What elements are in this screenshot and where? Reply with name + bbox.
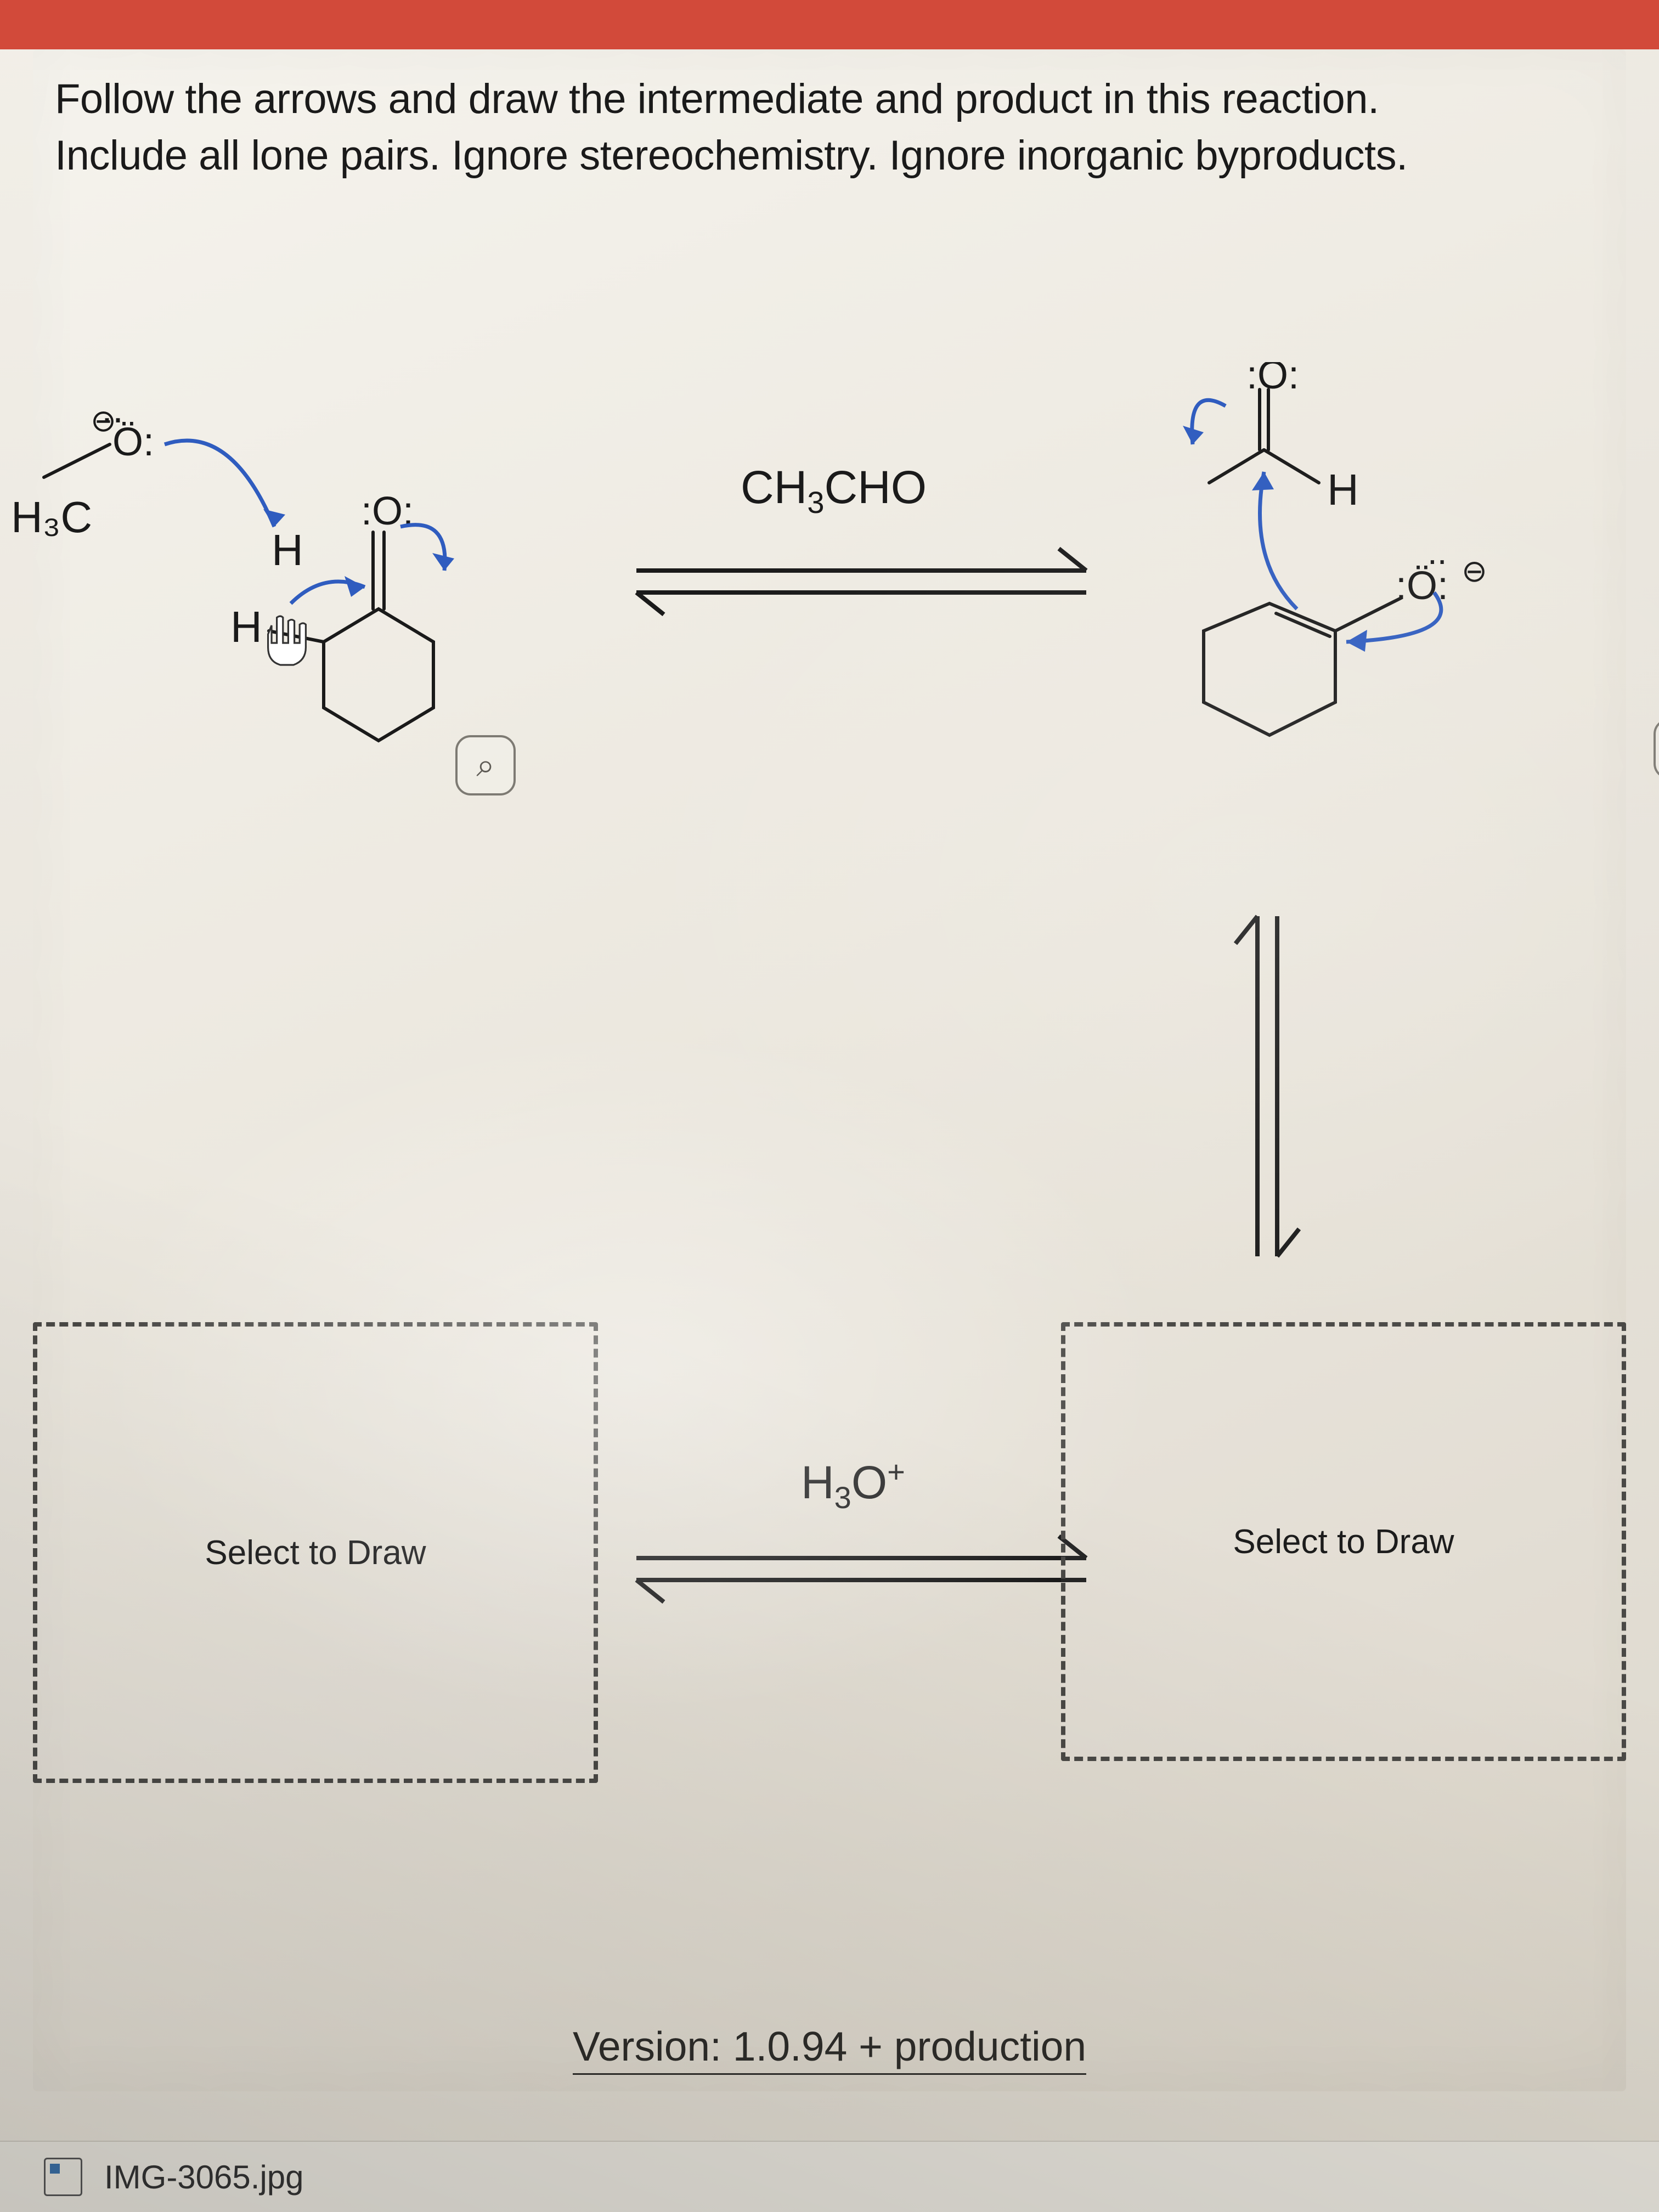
question-text: Follow the arrows and draw the intermedi… — [55, 71, 1604, 184]
cursor-icon — [268, 616, 306, 665]
draw-box-left[interactable]: Select to Draw — [33, 1322, 598, 1783]
draw-box-right-label: Select to Draw — [1233, 1522, 1454, 1561]
question-card: Follow the arrows and draw the intermedi… — [33, 49, 1626, 2091]
enolate-O-dots: .. — [1427, 532, 1447, 572]
browser-topbar — [0, 0, 1659, 49]
equilibrium-arrow-top — [614, 527, 1108, 636]
version-label: Version: 1.0.94 + production — [573, 2023, 1086, 2075]
taskbar-file-label[interactable]: IMG-3065.jpg — [104, 2158, 304, 2196]
zoom-icon[interactable]: ⌕ — [1654, 719, 1659, 779]
methoxide-charge: ⊖ — [91, 403, 116, 438]
alpha-H-bottom: H — [230, 602, 262, 651]
zoom-icon[interactable]: ⌕ — [455, 735, 516, 795]
top-reagent-label: CH3CHO — [741, 461, 927, 520]
aldehyde-H: H — [1327, 465, 1359, 514]
acid-reagent-label: H3O+ — [801, 1454, 905, 1515]
acetaldehyde-O: :O: — [1246, 362, 1299, 397]
page-root: Follow the arrows and draw the intermedi… — [0, 0, 1659, 2212]
scheme-right: :O: :Ö: .. ⊖ H — [1083, 362, 1659, 812]
draw-box-left-label: Select to Draw — [205, 1533, 426, 1572]
enolate-charge: ⊖ — [1462, 554, 1487, 588]
top-row: H₃C Ö: .. ⊖ :O: H H — [66, 390, 1593, 839]
reaction-area: H₃C Ö: .. ⊖ :O: H H — [66, 390, 1593, 1861]
equilibrium-arrow-vertical — [1218, 894, 1317, 1278]
scheme-right-svg: :O: :Ö: .. ⊖ H — [1083, 362, 1659, 812]
methoxide-ch3-label: H₃C — [11, 493, 92, 541]
equilibrium-arrow-bottom — [614, 1514, 1108, 1624]
alpha-H-top: H — [272, 526, 303, 574]
image-file-icon[interactable] — [44, 2158, 82, 2196]
taskbar[interactable]: IMG-3065.jpg — [0, 2141, 1659, 2212]
scheme-left: H₃C Ö: .. ⊖ :O: H H — [0, 390, 576, 839]
draw-box-right[interactable]: Select to Draw — [1061, 1322, 1626, 1761]
bottom-row: Select to Draw H3O+ Select to Draw — [66, 1322, 1593, 1816]
